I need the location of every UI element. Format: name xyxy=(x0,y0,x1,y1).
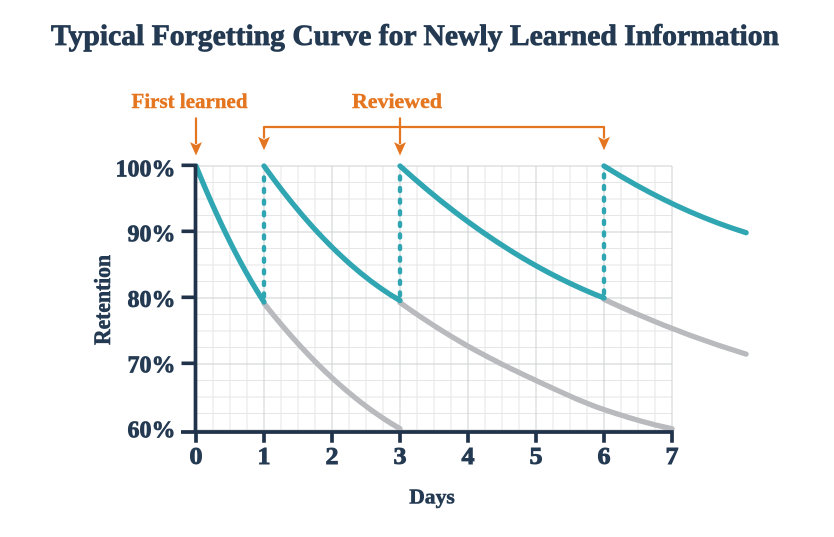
svg-text:1: 1 xyxy=(258,444,271,470)
svg-text:First learned: First learned xyxy=(132,89,248,113)
svg-text:90%: 90% xyxy=(128,222,176,248)
svg-text:Days: Days xyxy=(409,484,455,508)
svg-text:6: 6 xyxy=(598,444,611,470)
svg-text:Retention: Retention xyxy=(90,255,115,345)
svg-text:Reviewed: Reviewed xyxy=(352,89,442,113)
svg-text:4: 4 xyxy=(462,444,475,470)
svg-text:Typical Forgetting Curve for N: Typical Forgetting Curve for Newly Learn… xyxy=(51,19,779,52)
svg-text:7: 7 xyxy=(666,444,679,470)
svg-text:5: 5 xyxy=(530,444,543,470)
svg-text:3: 3 xyxy=(394,444,407,470)
svg-text:80%: 80% xyxy=(128,287,176,313)
svg-text:100%: 100% xyxy=(116,156,176,182)
svg-text:70%: 70% xyxy=(128,352,176,378)
svg-text:0: 0 xyxy=(190,444,203,470)
svg-text:60%: 60% xyxy=(128,418,176,444)
svg-text:2: 2 xyxy=(326,444,339,470)
